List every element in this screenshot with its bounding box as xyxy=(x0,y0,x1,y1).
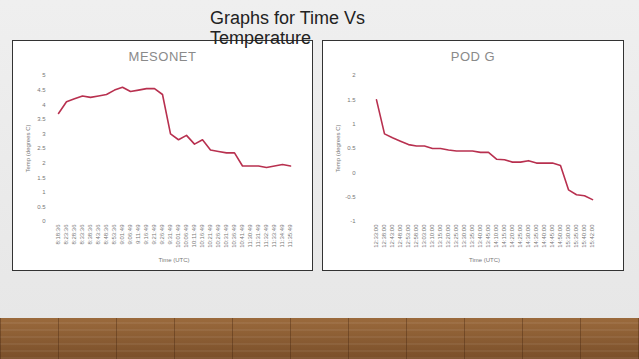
svg-text:2: 2 xyxy=(352,72,356,78)
svg-text:1: 1 xyxy=(42,189,46,195)
svg-text:12:53:00: 12:53:00 xyxy=(405,224,411,248)
svg-text:0.5: 0.5 xyxy=(37,204,46,210)
svg-text:10:06:49: 10:06:49 xyxy=(183,224,189,248)
svg-text:8:53:36: 8:53:36 xyxy=(111,224,117,245)
svg-text:11:30:49: 11:30:49 xyxy=(247,224,253,248)
svg-text:12:48:00: 12:48:00 xyxy=(397,224,403,248)
svg-text:12:33:00: 12:33:00 xyxy=(373,224,379,248)
svg-text:12:38:00: 12:38:00 xyxy=(381,224,387,248)
svg-text:9:21:49: 9:21:49 xyxy=(151,224,157,245)
svg-text:13:03:00: 13:03:00 xyxy=(421,224,427,248)
svg-text:15:42:00: 15:42:00 xyxy=(589,224,595,248)
svg-text:2: 2 xyxy=(42,160,46,166)
svg-text:12:43:00: 12:43:00 xyxy=(389,224,395,248)
svg-text:13:30:00: 13:30:00 xyxy=(461,224,467,248)
svg-text:11:33:49: 11:33:49 xyxy=(271,224,277,248)
svg-text:3: 3 xyxy=(42,131,46,137)
svg-text:13:25:00: 13:25:00 xyxy=(453,224,459,248)
svg-text:10:26:49: 10:26:49 xyxy=(215,224,221,248)
svg-text:11:32:49: 11:32:49 xyxy=(263,224,269,248)
svg-text:10:41:49: 10:41:49 xyxy=(239,224,245,248)
svg-text:0.5: 0.5 xyxy=(347,145,356,151)
svg-text:13:10:00: 13:10:00 xyxy=(429,224,435,248)
svg-text:14:30:00: 14:30:00 xyxy=(525,224,531,248)
svg-text:Time (UTC): Time (UTC) xyxy=(158,257,189,263)
svg-text:11:35:49: 11:35:49 xyxy=(287,224,293,248)
svg-text:9:26:49: 9:26:49 xyxy=(159,224,165,245)
svg-text:1.5: 1.5 xyxy=(37,175,46,181)
svg-text:5: 5 xyxy=(42,72,46,78)
svg-text:-0.5: -0.5 xyxy=(345,194,356,200)
svg-text:13:35:00: 13:35:00 xyxy=(469,224,475,248)
svg-text:14:45:00: 14:45:00 xyxy=(549,224,555,248)
svg-text:11:34:49: 11:34:49 xyxy=(279,224,285,248)
svg-text:13:45:00: 13:45:00 xyxy=(485,224,491,248)
svg-text:10:16:49: 10:16:49 xyxy=(199,224,205,248)
svg-text:10:01:49: 10:01:49 xyxy=(175,224,181,248)
svg-text:8:23:36: 8:23:36 xyxy=(63,224,69,245)
svg-text:0: 0 xyxy=(42,218,46,224)
svg-text:-1: -1 xyxy=(350,218,356,224)
svg-text:10:21:49: 10:21:49 xyxy=(207,224,213,248)
html-text:MESONET: MESONET xyxy=(128,49,197,64)
svg-text:8:33:36: 8:33:36 xyxy=(79,224,85,245)
svg-text:Time (UTC): Time (UTC) xyxy=(469,257,500,263)
svg-text:9:06:49: 9:06:49 xyxy=(127,224,133,245)
svg-text:11:31:49: 11:31:49 xyxy=(255,224,261,248)
svg-text:9:16:49: 9:16:49 xyxy=(143,224,149,245)
svg-text:3.5: 3.5 xyxy=(37,116,46,122)
svg-text:4: 4 xyxy=(42,102,46,108)
svg-text:2.5: 2.5 xyxy=(37,145,46,151)
svg-text:14:25:00: 14:25:00 xyxy=(517,224,523,248)
svg-text:14:20:00: 14:20:00 xyxy=(509,224,515,248)
svg-text:8:28:36: 8:28:36 xyxy=(71,224,77,245)
svg-text:Temp (degrees C): Temp (degrees C) xyxy=(25,124,31,172)
svg-text:14:50:00: 14:50:00 xyxy=(557,224,563,248)
svg-text:8:48:36: 8:48:36 xyxy=(103,224,109,245)
svg-text:9:31:49: 9:31:49 xyxy=(167,224,173,245)
svg-text:8:43:36: 8:43:36 xyxy=(95,224,101,245)
svg-text:9:01:49: 9:01:49 xyxy=(119,224,125,245)
svg-text:14:40:00: 14:40:00 xyxy=(541,224,547,248)
svg-text:10:11:49: 10:11:49 xyxy=(191,224,197,248)
svg-text:14:10:00: 14:10:00 xyxy=(493,224,499,248)
svg-text:13:20:00: 13:20:00 xyxy=(445,224,451,248)
svg-text:10:36:49: 10:36:49 xyxy=(231,224,237,248)
svg-text:13:40:00: 13:40:00 xyxy=(477,224,483,248)
svg-text:4.5: 4.5 xyxy=(37,87,46,93)
svg-text:14:35:00: 14:35:00 xyxy=(533,224,539,248)
svg-text:8:38:36: 8:38:36 xyxy=(87,224,93,245)
svg-text:12:58:00: 12:58:00 xyxy=(413,224,419,248)
html-text:Graphs for Time Vs Temperature: Graphs for Time Vs Temperature xyxy=(210,8,366,48)
svg-text:0: 0 xyxy=(352,170,356,176)
svg-text:Temp (degrees C): Temp (degrees C) xyxy=(335,124,341,172)
svg-text:1: 1 xyxy=(352,121,356,127)
svg-text:9:11:49: 9:11:49 xyxy=(135,224,141,244)
svg-text:14:15:00: 14:15:00 xyxy=(501,224,507,248)
svg-text:13:15:00: 13:15:00 xyxy=(437,224,443,248)
svg-text:1.5: 1.5 xyxy=(347,97,356,103)
svg-text:15:30:00: 15:30:00 xyxy=(565,224,571,248)
svg-text:15:35:00: 15:35:00 xyxy=(573,224,579,248)
svg-text:10:31:49: 10:31:49 xyxy=(223,224,229,248)
svg-text:8:18:36: 8:18:36 xyxy=(55,224,61,245)
html-text:POD G: POD G xyxy=(450,49,496,64)
svg-text:15:40:00: 15:40:00 xyxy=(581,224,587,248)
